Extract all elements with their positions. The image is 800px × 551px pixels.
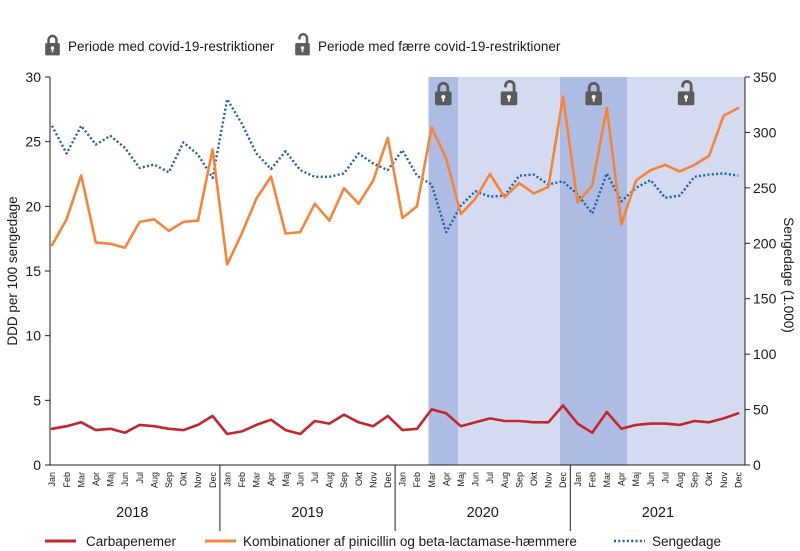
month-label: Aug [149, 472, 159, 488]
reduced-restriction-period-shade [457, 77, 561, 465]
year-label: 2021 [642, 505, 674, 521]
month-label: Mar [252, 472, 262, 488]
month-label: Okt [179, 472, 189, 487]
year-label: 2020 [467, 505, 499, 521]
month-label: Nov [193, 472, 203, 489]
y-tick-label-right: 150 [753, 291, 777, 307]
month-label: Jul [135, 472, 145, 484]
month-label: Apr [91, 472, 101, 486]
y-tick-label-right: 100 [753, 346, 777, 362]
month-label: Jun [295, 472, 305, 487]
month-label: Dec [558, 472, 568, 489]
month-label: Maj [106, 472, 116, 487]
month-label: Sep [339, 472, 349, 488]
month-label: Dec [383, 472, 393, 489]
reduced-restriction-period-shade [627, 77, 745, 465]
y-axis-title-left: DDD per 100 sengedage [5, 196, 20, 345]
month-label: Jul [485, 472, 495, 484]
month-label: Apr [441, 472, 451, 486]
y-tick-label-right: 350 [753, 69, 777, 85]
month-label: Apr [617, 472, 627, 486]
month-label: Nov [719, 472, 729, 489]
y-tick-label-left: 30 [25, 69, 41, 85]
month-label: Jun [646, 472, 656, 487]
closed-lock-icon [44, 34, 61, 56]
month-label: Okt [704, 472, 714, 487]
covid-period-shading [428, 77, 745, 465]
year-label: 2019 [291, 505, 323, 521]
open-lock-icon [294, 33, 311, 56]
month-label: Jun [471, 472, 481, 487]
month-label: Apr [266, 472, 276, 486]
y-tick-label-left: 25 [25, 134, 41, 150]
month-label: Jul [310, 472, 320, 484]
month-label: Feb [62, 472, 72, 488]
period-legend: Periode med covid-19-restriktioner Perio… [44, 33, 561, 56]
month-label: Maj [456, 472, 466, 487]
month-label: Aug [500, 472, 510, 488]
month-label: Jan [398, 472, 408, 487]
y-tick-label-right: 250 [753, 180, 777, 196]
series-line-kombinationer [50, 95, 740, 266]
month-label: Okt [529, 472, 539, 487]
x-axis-labels: Jan Feb Mar Apr Maj Jun Jul Aug Sep Okt Nov Dec 2018… [47, 465, 743, 531]
y-tick-label-left: 15 [25, 263, 41, 279]
month-label: Feb [587, 472, 597, 488]
month-label: Aug [325, 472, 335, 488]
month-label: Jan [573, 472, 583, 487]
month-label: Sep [164, 472, 174, 488]
legend-label-sengedage: Sengedage [652, 534, 721, 549]
y-tick-label-right: 0 [753, 457, 761, 473]
month-label: Feb [237, 472, 247, 488]
month-label: Feb [412, 472, 422, 488]
restriction-period-shade [428, 77, 458, 465]
year-label: 2018 [116, 505, 148, 521]
month-label: Mar [76, 472, 86, 488]
legend-label-carbapenemer: Carbapenemer [86, 534, 177, 549]
month-label: Nov [544, 472, 554, 489]
y-tick-label-left: 5 [33, 392, 41, 408]
month-label: Maj [281, 472, 291, 487]
month-label: Jan [47, 472, 57, 487]
month-label: Okt [354, 472, 364, 487]
y-tick-label-right: 200 [753, 235, 777, 251]
month-label: Dec [733, 472, 743, 489]
month-label: Nov [368, 472, 378, 489]
restriction-period-shade [560, 77, 628, 465]
y-tick-label-right: 300 [753, 124, 777, 140]
legend-label-kombinationer: Kombinationer af pinicillin og beta-lact… [243, 534, 577, 549]
month-label: Mar [427, 472, 437, 488]
y-tick-label-left: 10 [25, 328, 41, 344]
legend-restricted-label: Periode med covid-19-restriktioner [68, 39, 275, 54]
month-label: Maj [631, 472, 641, 487]
month-label: Jan [222, 472, 232, 487]
month-label: Sep [690, 472, 700, 488]
month-label: Jul [660, 472, 670, 484]
series-line-carbapenemer [50, 404, 740, 436]
y-tick-label-left: 20 [25, 198, 41, 214]
month-label: Dec [208, 472, 218, 489]
month-label: Mar [602, 472, 612, 488]
month-label: Sep [514, 472, 524, 488]
month-label: Jun [120, 472, 130, 487]
series-lines [50, 95, 740, 436]
series-legend: Carbapenemer Kombinationer af pinicillin… [45, 534, 721, 549]
y-tick-label-right: 50 [753, 402, 769, 418]
y-axis-title-right: Sengedage (1.000) [781, 217, 796, 333]
month-label: Aug [675, 472, 685, 488]
legend-reduced-label: Periode med færre covid-19-restriktioner [318, 39, 561, 54]
y-tick-label-left: 0 [33, 457, 41, 473]
